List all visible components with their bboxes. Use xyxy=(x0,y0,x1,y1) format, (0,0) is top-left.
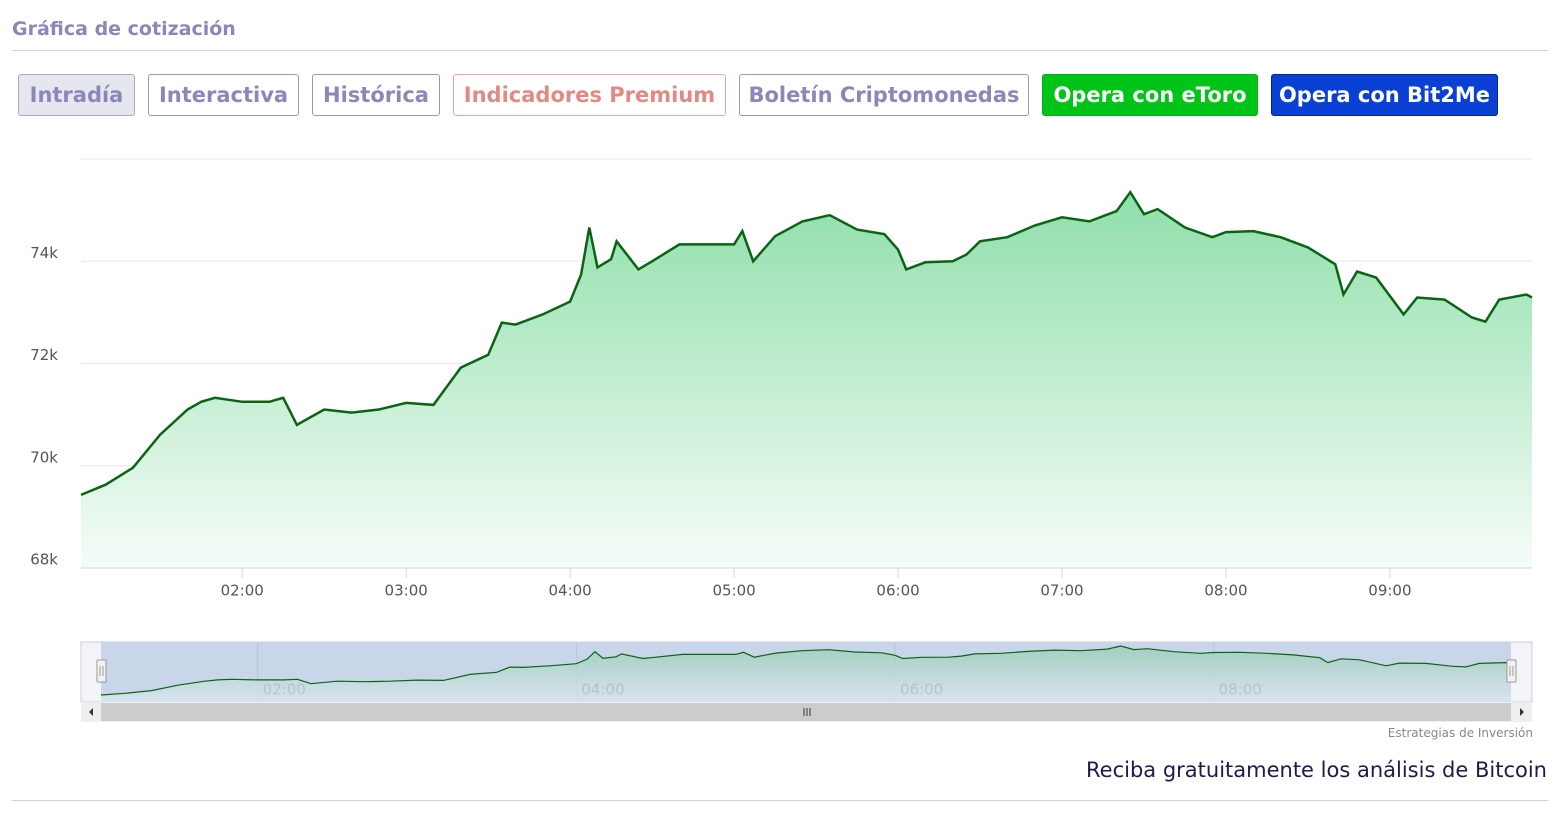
page-title: Gráfica de cotización xyxy=(12,18,236,40)
x-tick-label: 09:00 xyxy=(1368,582,1411,600)
cta-link[interactable]: Reciba gratuitamente los análisis de Bit… xyxy=(1086,758,1547,782)
navigator-area xyxy=(101,646,1511,702)
tab-button[interactable]: Indicadores Premium xyxy=(453,74,726,116)
tab-button[interactable]: Interactiva xyxy=(148,74,299,116)
y-tick-label: 68k xyxy=(30,551,58,569)
scrollbar-thumb[interactable] xyxy=(101,703,1511,721)
scrollbar-grip xyxy=(803,708,811,716)
navigator-handle[interactable] xyxy=(1506,659,1517,683)
x-tick-label: 02:00 xyxy=(221,582,264,600)
x-tick-label: 04:00 xyxy=(549,582,592,600)
scroll-left[interactable] xyxy=(89,708,93,716)
cta-button[interactable]: Opera con eToro xyxy=(1042,74,1258,116)
tab-button[interactable]: Boletín Criptomonedas xyxy=(739,74,1029,116)
x-tick-label: 05:00 xyxy=(712,582,755,600)
cta-button[interactable]: Opera con Bit2Me xyxy=(1271,74,1498,116)
y-tick-label: 74k xyxy=(30,244,58,262)
x-tick-label: 03:00 xyxy=(385,582,428,600)
handle-grip xyxy=(1509,666,1514,676)
area-fill xyxy=(81,192,1532,568)
handle-grip xyxy=(99,666,104,676)
button-bar: Intradía Interactiva Histórica Indicador… xyxy=(18,74,1498,116)
x-tick-label: 06:00 xyxy=(876,582,919,600)
divider xyxy=(12,50,1548,51)
x-tick-label: 08:00 xyxy=(1204,582,1247,600)
y-tick-label: 70k xyxy=(30,448,58,466)
price-line xyxy=(80,189,1533,497)
tab-button[interactable]: Intradía xyxy=(18,74,135,116)
plot: 68k 70k 72k 74k 02:00 03:00 04:00 05:00 06:00 07:… xyxy=(30,189,1533,600)
divider xyxy=(12,800,1548,801)
credit[interactable]: Estrategias de Inversión xyxy=(1387,726,1533,740)
y-tick-label: 72k xyxy=(30,346,58,364)
navigator-handle[interactable] xyxy=(96,659,107,683)
x-tick-label: 07:00 xyxy=(1040,582,1083,600)
navigator-line xyxy=(100,645,1512,696)
tab-button[interactable]: Histórica xyxy=(312,74,440,116)
scroll-right[interactable] xyxy=(1520,708,1524,716)
